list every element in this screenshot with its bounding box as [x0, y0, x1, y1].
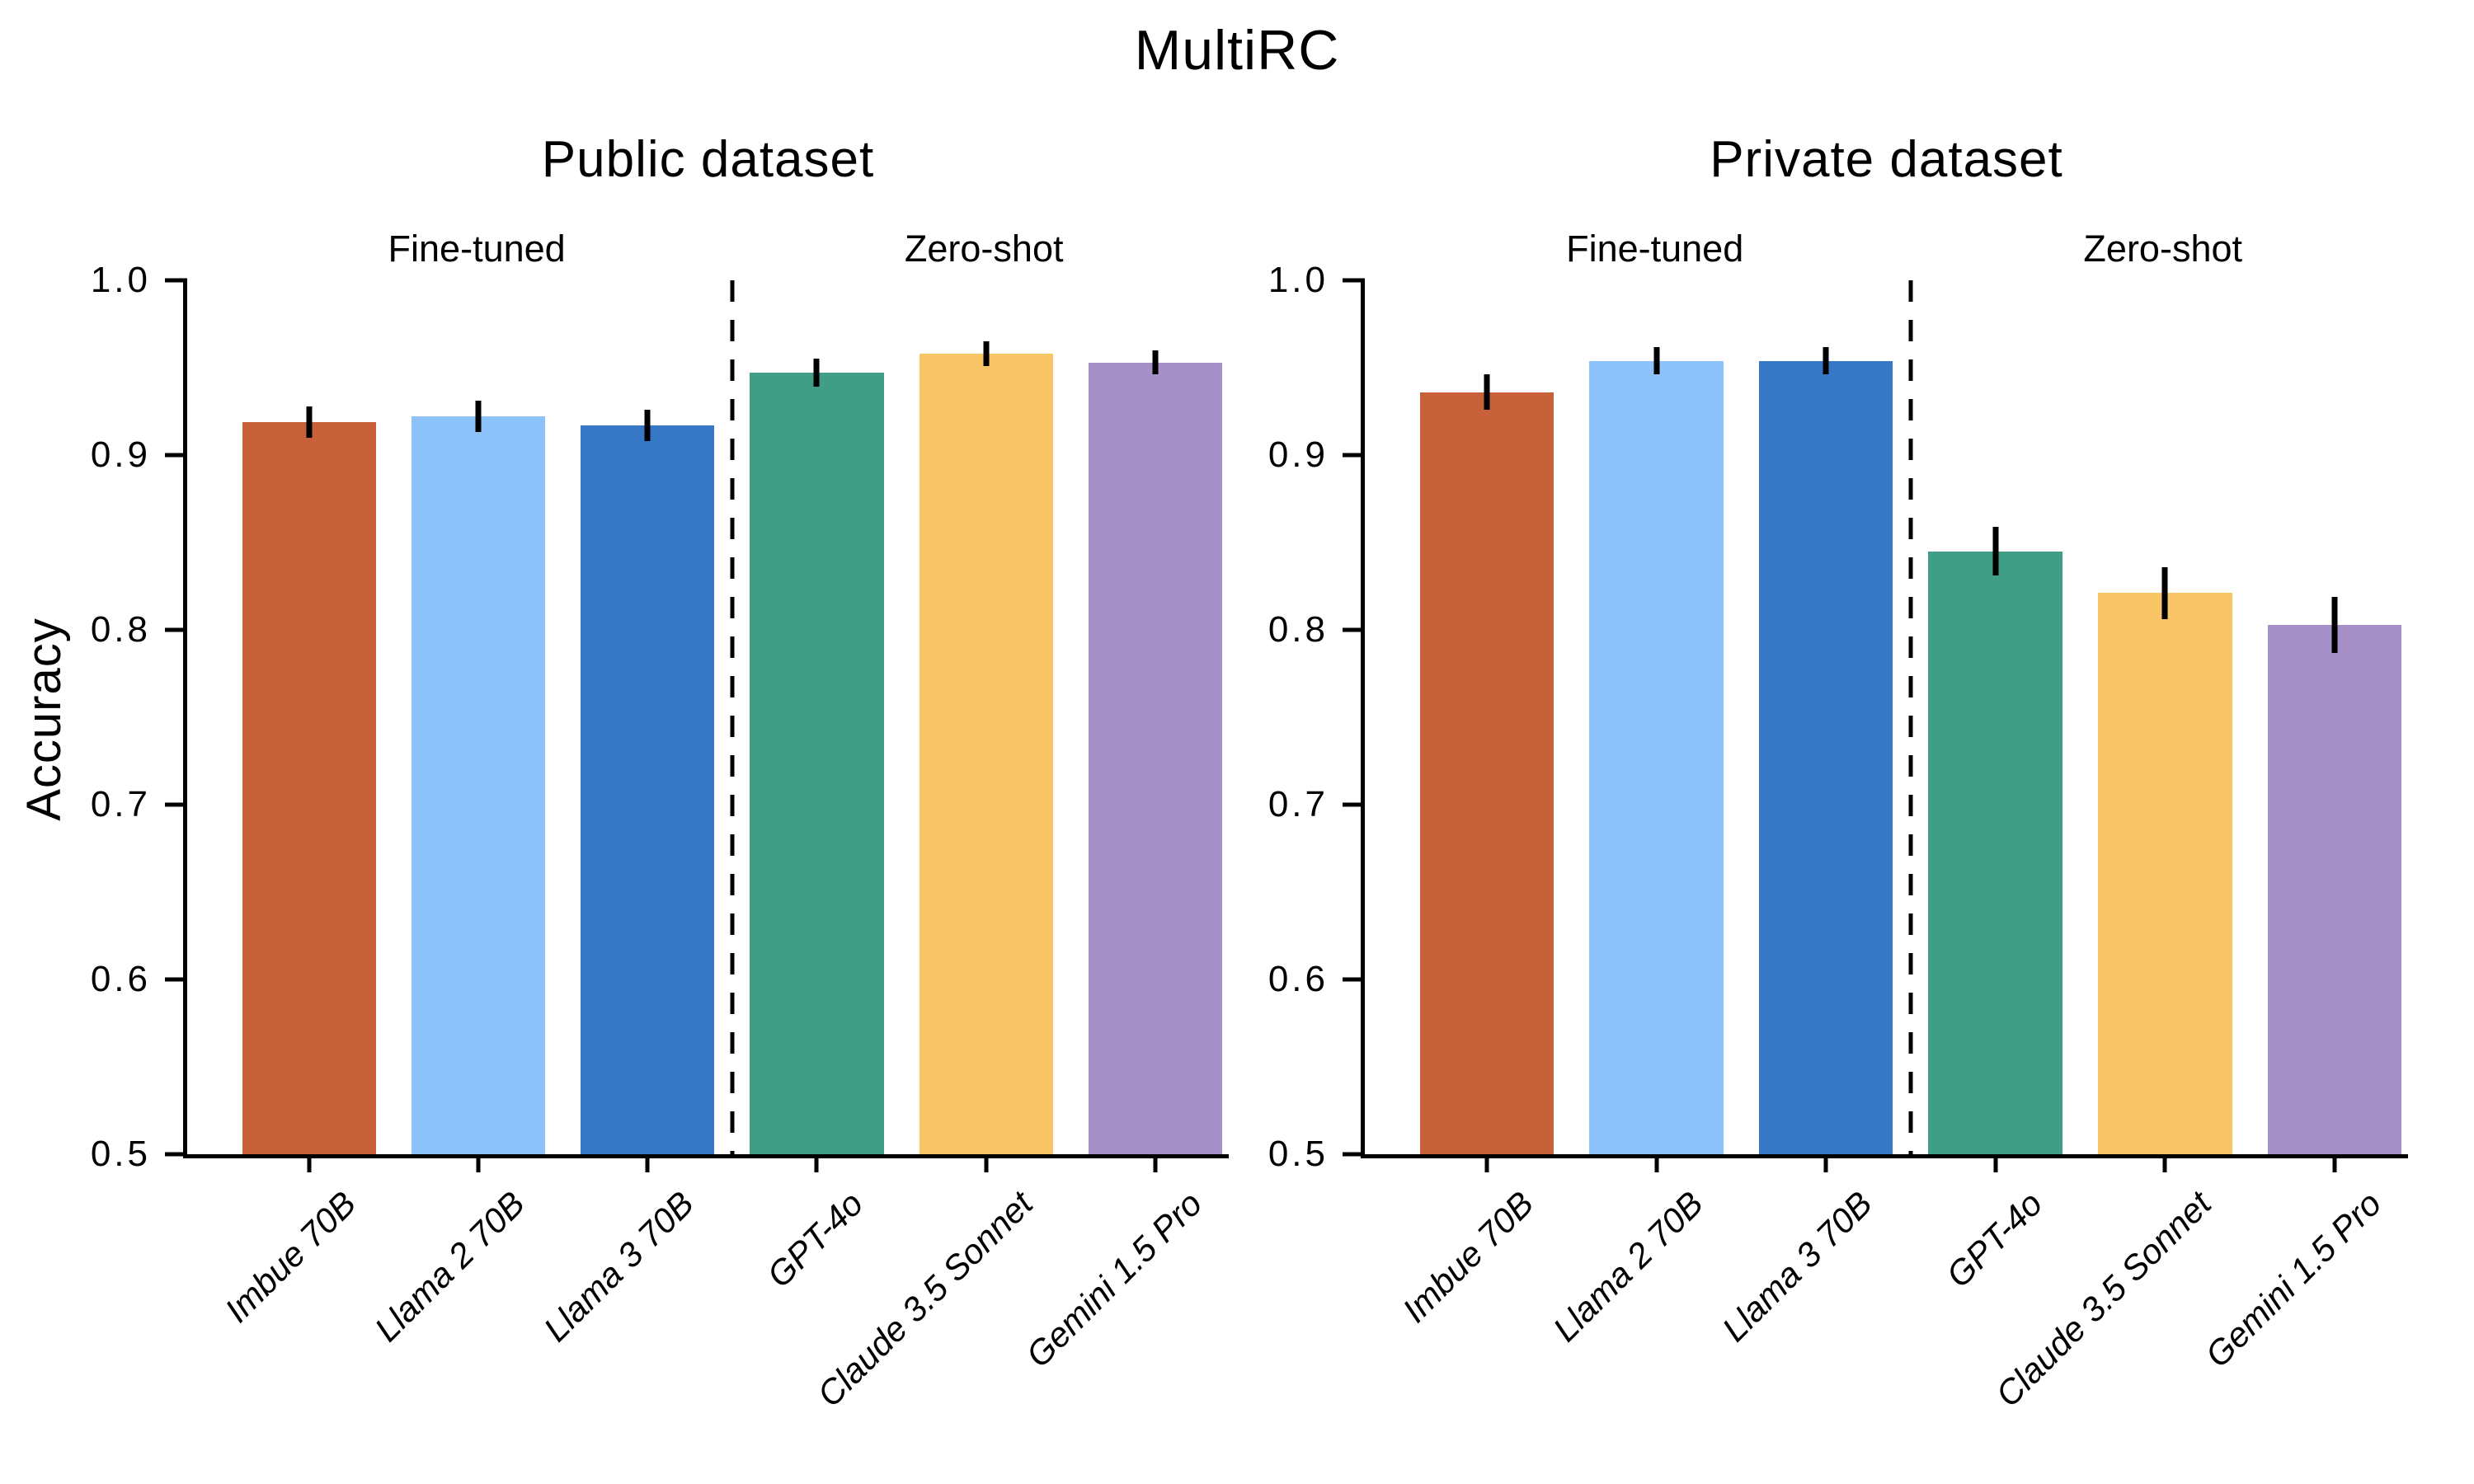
- error-bar: [983, 341, 990, 366]
- y-tick-label: 0.7: [1268, 784, 1329, 824]
- bar-gemini-1-5-pro: [1088, 362, 1223, 1154]
- y-tick-mark: [165, 802, 187, 807]
- x-tick-mark: [645, 1154, 650, 1172]
- bar-llama-2-70b: [411, 416, 546, 1154]
- y-tick-mark: [165, 1152, 187, 1157]
- x-tick-mark: [1823, 1154, 1828, 1172]
- y-axis-label-wrap: Accuracy: [7, 280, 81, 1158]
- error-bar: [813, 359, 820, 387]
- error-bar: [475, 401, 482, 433]
- error-bar: [1992, 526, 1999, 576]
- x-tick-label: Gemini 1.5 Pro: [1018, 1184, 1210, 1375]
- bar-imbue-70b: [1419, 392, 1554, 1154]
- group-label-zero-shot: Zero-shot: [2083, 228, 2243, 270]
- y-tick-label: 0.8: [1268, 609, 1329, 650]
- error-bar: [644, 409, 651, 442]
- error-bar: [1653, 346, 1660, 375]
- error-bar: [306, 406, 313, 438]
- error-bar: [2331, 596, 2338, 653]
- y-tick-label: 1.0: [90, 260, 151, 300]
- x-tick-label: Imbue 70B: [1395, 1184, 1541, 1330]
- x-tick-label: GPT-4o: [1938, 1184, 2049, 1295]
- group-label-zero-shot: Zero-shot: [904, 228, 1064, 270]
- x-tick-label: Gemini 1.5 Pro: [2197, 1184, 2389, 1375]
- bar-claude-3-5-sonnet: [2097, 593, 2232, 1154]
- y-tick-label: 0.9: [1268, 434, 1329, 475]
- x-tick-mark: [1153, 1154, 1158, 1172]
- error-bar: [2161, 566, 2168, 620]
- x-tick-label: Llama 3 70B: [1714, 1184, 1880, 1349]
- bar-llama-3-70b: [581, 425, 715, 1154]
- error-bar: [1823, 346, 1829, 375]
- x-tick-mark: [2332, 1154, 2337, 1172]
- x-tick-label: Imbue 70B: [217, 1184, 364, 1330]
- group-divider: [730, 280, 735, 1154]
- x-tick-mark: [307, 1154, 312, 1172]
- x-tick-label: Llama 2 70B: [367, 1184, 533, 1349]
- x-tick-mark: [814, 1154, 819, 1172]
- x-tick-label: GPT-4o: [760, 1184, 871, 1295]
- error-bar: [1152, 350, 1159, 375]
- x-tick-mark: [476, 1154, 481, 1172]
- y-tick-label: 0.6: [1268, 959, 1329, 999]
- y-tick-label: 0.7: [90, 784, 151, 824]
- bar-imbue-70b: [242, 421, 376, 1154]
- x-tick-mark: [1993, 1154, 1998, 1172]
- x-tick-label: Llama 3 70B: [536, 1184, 702, 1349]
- group-label-fine-tuned: Fine-tuned: [388, 228, 566, 270]
- bar-llama-2-70b: [1589, 360, 1724, 1154]
- bar-claude-3-5-sonnet: [919, 354, 1053, 1154]
- bar-gpt-4o: [1928, 551, 2062, 1154]
- error-bar: [1484, 374, 1490, 410]
- group-label-fine-tuned: Fine-tuned: [1566, 228, 1744, 270]
- y-tick-mark: [1343, 453, 1365, 458]
- y-tick-label: 0.5: [1268, 1134, 1329, 1174]
- x-tick-mark: [1484, 1154, 1489, 1172]
- x-tick-label: Llama 2 70B: [1545, 1184, 1710, 1349]
- x-tick-mark: [1654, 1154, 1659, 1172]
- figure-title: MultiRC: [1134, 19, 1340, 82]
- y-tick-mark: [1343, 1152, 1365, 1157]
- group-divider: [1908, 280, 1913, 1154]
- private-dataset-chart: Private dataset Fine-tuned Zero-shot 1.0…: [1268, 131, 2408, 1414]
- y-tick-label: 1.0: [1268, 260, 1329, 300]
- public-dataset-chart: Public dataset Fine-tuned Zero-shot 1.0 0…: [91, 131, 1229, 1414]
- y-tick-label: 0.6: [90, 959, 151, 999]
- bar-gpt-4o: [750, 373, 884, 1154]
- y-tick-label: 0.8: [90, 609, 151, 650]
- bar-gemini-1-5-pro: [2267, 624, 2402, 1154]
- y-axis-label: Accuracy: [16, 618, 71, 821]
- x-tick-mark: [984, 1154, 989, 1172]
- y-tick-label: 0.9: [90, 434, 151, 475]
- x-tick-mark: [2162, 1154, 2167, 1172]
- y-tick-mark: [1343, 977, 1365, 982]
- y-tick-mark: [165, 977, 187, 982]
- subplot-title: Private dataset: [1710, 131, 2063, 188]
- y-tick-mark: [1343, 802, 1365, 807]
- y-tick-mark: [1343, 278, 1365, 283]
- subplot-title: Public dataset: [541, 131, 875, 188]
- y-tick-mark: [1343, 627, 1365, 632]
- bar-llama-3-70b: [1758, 360, 1893, 1154]
- y-tick-mark: [165, 453, 187, 458]
- y-tick-label: 0.5: [90, 1134, 151, 1174]
- y-tick-mark: [165, 278, 187, 283]
- y-tick-mark: [165, 627, 187, 632]
